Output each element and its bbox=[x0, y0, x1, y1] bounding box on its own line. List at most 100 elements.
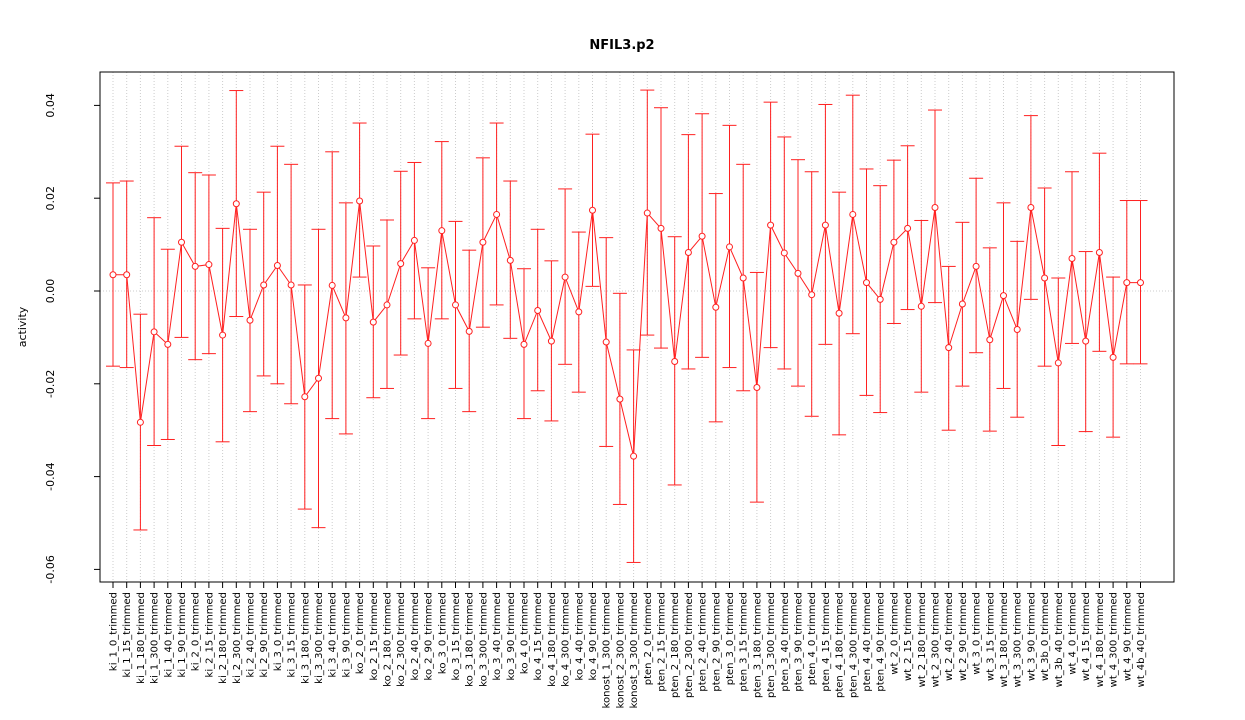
x-tick-label: pten_4_300_trimmed bbox=[848, 592, 859, 698]
data-point bbox=[1082, 337, 1090, 345]
x-tick-label: ki_2_15_trimmed bbox=[204, 592, 215, 677]
data-point bbox=[767, 221, 775, 229]
axis-layer: -0.06 -0.04 -0.02 0.00 0.02 0.04 ki_1_0_trimme… bbox=[44, 93, 1147, 708]
data-point bbox=[575, 308, 583, 316]
data-point bbox=[493, 210, 501, 218]
data-point bbox=[1123, 279, 1131, 287]
x-tick-label: ko_2_90_trimmed bbox=[424, 592, 435, 680]
x-tick-label: wt_4_300_trimmed bbox=[1109, 592, 1120, 687]
data-point bbox=[534, 306, 542, 314]
x-tick-label: ki_1_90_trimmed bbox=[177, 592, 188, 677]
points-layer bbox=[109, 197, 1144, 460]
data-point bbox=[1013, 326, 1021, 334]
data-point bbox=[260, 281, 268, 289]
x-tick-label: ko_4_180_trimmed bbox=[547, 592, 558, 687]
data-point bbox=[465, 327, 473, 335]
y-tick-label: -0.02 bbox=[44, 370, 57, 398]
x-tick-label: ko_3_300_trimmed bbox=[478, 592, 489, 687]
data-point bbox=[164, 340, 172, 348]
x-tick-label: ko_4_15_trimmed bbox=[533, 592, 544, 680]
data-point bbox=[602, 338, 610, 346]
data-point bbox=[520, 340, 528, 348]
data-point bbox=[410, 236, 418, 244]
x-tick-label: ko_2_40_trimmed bbox=[410, 592, 421, 680]
y-tick-label: -0.04 bbox=[44, 462, 57, 490]
data-point bbox=[287, 281, 295, 289]
data-point bbox=[452, 301, 459, 309]
data-point bbox=[712, 303, 720, 311]
data-point bbox=[849, 210, 857, 218]
x-tick-label: pten_3_40_trimmed bbox=[780, 592, 791, 692]
data-point bbox=[904, 224, 912, 232]
x-tick-label: wt_3_0_trimmed bbox=[972, 592, 983, 675]
x-tick-label: pten_3_0_trimmed bbox=[725, 592, 736, 685]
data-point bbox=[863, 279, 870, 287]
x-tick-label: ko_3_40_trimmed bbox=[492, 592, 503, 680]
data-point bbox=[1000, 292, 1007, 300]
data-point bbox=[219, 331, 227, 339]
x-tick-label: ko_2_180_trimmed bbox=[383, 592, 394, 687]
data-point bbox=[547, 337, 555, 345]
data-point bbox=[273, 261, 281, 269]
x-tick-label: wt_4_180_trimmed bbox=[1095, 592, 1106, 687]
data-point bbox=[506, 256, 514, 264]
data-point bbox=[356, 197, 364, 205]
x-tick-label: ko_3_0_trimmed bbox=[437, 592, 448, 674]
x-tick-label: ki_3_90_trimmed bbox=[341, 592, 352, 677]
data-point bbox=[424, 339, 432, 347]
x-tick-label: ko_2_300_trimmed bbox=[396, 592, 407, 687]
x-tick-label: ki_1_15_trimmed bbox=[122, 592, 133, 677]
chart-title: NFIL3.p2 bbox=[589, 38, 654, 53]
data-point bbox=[205, 261, 213, 269]
x-tick-label: ki_2_90_trimmed bbox=[259, 592, 270, 677]
x-tick-label: ki_2_180_trimmed bbox=[218, 592, 229, 684]
x-tick-label: pten_3_300_trimmed bbox=[766, 592, 777, 698]
data-point bbox=[958, 300, 966, 308]
data-point bbox=[301, 393, 309, 401]
data-point bbox=[1068, 255, 1076, 263]
x-tick-label: ki_1_0_trimmed bbox=[109, 592, 120, 671]
data-point bbox=[328, 281, 336, 289]
x-tick-label: konost_3_300_trimmed bbox=[629, 592, 640, 708]
x-tick-label: ko_3_90_trimmed bbox=[506, 592, 517, 680]
x-tick-label: wt_3_180_trimmed bbox=[999, 592, 1010, 687]
data-point bbox=[369, 318, 377, 326]
x-tick-label: ki_3_300_trimmed bbox=[314, 592, 325, 684]
data-point bbox=[726, 243, 733, 251]
data-point bbox=[589, 206, 596, 214]
x-tick-label: wt_4_15_trimmed bbox=[1081, 592, 1092, 681]
data-point bbox=[1054, 359, 1062, 367]
x-tick-label: ko_3_180_trimmed bbox=[465, 592, 476, 687]
x-tick-label: wt_2_180_trimmed bbox=[917, 592, 928, 687]
x-tick-label: wt_3_15_trimmed bbox=[985, 592, 996, 681]
data-point bbox=[739, 274, 747, 282]
data-point bbox=[876, 295, 884, 303]
x-tick-label: wt_4_90_trimmed bbox=[1122, 592, 1133, 681]
data-point bbox=[109, 271, 117, 279]
y-tick-label: 0.02 bbox=[44, 186, 57, 211]
x-tick-label: pten_2_180_trimmed bbox=[670, 592, 681, 698]
data-point bbox=[561, 273, 569, 281]
x-tick-label: pten_3_15_trimmed bbox=[739, 592, 750, 692]
data-point bbox=[931, 203, 939, 211]
data-point bbox=[438, 227, 446, 235]
data-point bbox=[1041, 274, 1049, 282]
x-tick-label: pten_4_15_trimmed bbox=[821, 592, 832, 692]
data-point bbox=[1027, 203, 1035, 211]
x-tick-label: pten_4_180_trimmed bbox=[835, 592, 846, 698]
x-tick-label: wt_2_90_trimmed bbox=[958, 592, 969, 681]
data-point bbox=[178, 238, 185, 246]
data-point bbox=[684, 248, 692, 256]
y-tick-label: 0.04 bbox=[44, 93, 57, 118]
x-tick-label: wt_3_300_trimmed bbox=[1013, 592, 1024, 687]
x-tick-label: ko_4_90_trimmed bbox=[588, 592, 599, 680]
data-point bbox=[835, 309, 843, 317]
x-tick-label: pten_4_90_trimmed bbox=[876, 592, 887, 692]
data-point bbox=[315, 374, 322, 382]
data-point bbox=[342, 314, 350, 322]
x-tick-label: pten_2_40_trimmed bbox=[698, 592, 709, 692]
data-point bbox=[643, 209, 651, 217]
x-tick-label: konost_1_300_trimmed bbox=[602, 592, 613, 708]
